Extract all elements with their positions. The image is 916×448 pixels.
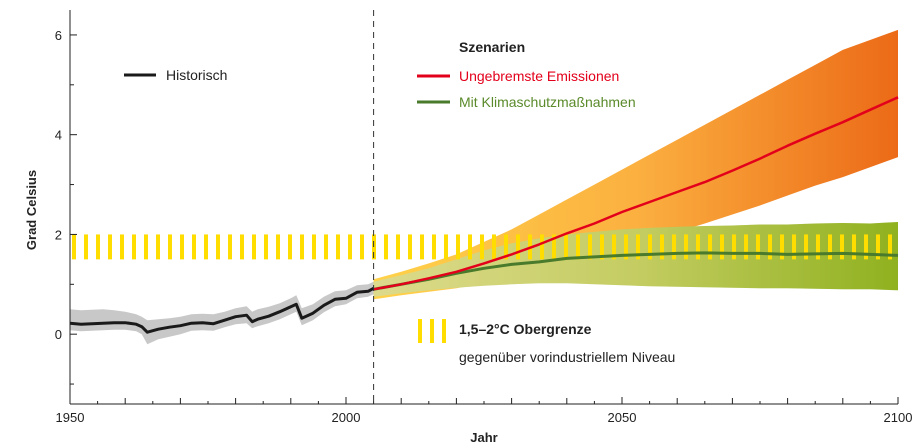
- target-band-dash: [324, 234, 328, 260]
- mitigated-range-band: [373, 222, 899, 297]
- target-band-dash: [744, 234, 748, 260]
- legend-target-subtitle: gegenüber vorindustriellem Niveau: [459, 349, 675, 365]
- target-band-dash: [276, 234, 280, 260]
- unmitigated-line: [373, 96, 899, 291]
- target-band-dash: [660, 234, 664, 260]
- target-band-dash: [768, 234, 772, 260]
- legend-unmitigated-label: Ungebremste Emissionen: [459, 68, 619, 84]
- target-band-dash: [588, 234, 592, 260]
- target-band-dash: [804, 234, 808, 260]
- historic-line: [69, 286, 375, 334]
- x-tick-label: 2000: [332, 410, 361, 425]
- target-band-dash: [120, 234, 124, 260]
- target-band-dash: [108, 234, 112, 260]
- target-band-dash: [636, 234, 640, 260]
- target-band-dash: [888, 234, 892, 260]
- target-band-dash: [540, 234, 544, 260]
- target-band-dash: [504, 234, 508, 260]
- target-band-dash: [336, 234, 340, 260]
- target-band-dash: [228, 234, 232, 260]
- x-tick-label: 2050: [608, 410, 637, 425]
- target-band-dash: [468, 234, 472, 260]
- target-band-dash: [240, 234, 244, 260]
- legend-scenario-heading: Szenarien: [459, 39, 525, 55]
- target-band-dash: [348, 234, 352, 260]
- target-band-dash: [396, 234, 400, 260]
- target-band-dash: [360, 234, 364, 260]
- target-band-dash: [816, 234, 820, 260]
- y-axis-title: Grad Celsius: [24, 170, 39, 250]
- target-band-dash: [696, 234, 700, 260]
- target-band-dash: [624, 234, 628, 260]
- target-band-dash: [300, 234, 304, 260]
- target-band-dash: [600, 234, 604, 260]
- target-band-dash: [876, 234, 880, 260]
- y-tick-label: 2: [55, 227, 62, 242]
- target-band-dash: [180, 234, 184, 260]
- unmitigated-range-band: [373, 29, 899, 300]
- target-band-dash: [792, 234, 796, 260]
- target-band-dash: [576, 234, 580, 260]
- target-band-dash: [516, 234, 520, 260]
- target-band-dash: [132, 234, 136, 260]
- target-band-dash: [756, 234, 760, 260]
- target-band-dash: [828, 234, 832, 260]
- target-band-dash: [732, 234, 736, 260]
- y-tick-label: 4: [55, 128, 62, 143]
- target-band-dash: [204, 234, 208, 260]
- target-band-dash: [708, 234, 712, 260]
- target-band-dash: [144, 234, 148, 260]
- target-band-dash: [840, 234, 844, 260]
- band-overlap-shade: [373, 222, 899, 297]
- target-band-dash: [864, 234, 868, 260]
- y-tick-label: 0: [55, 327, 62, 342]
- legend-target-swatch: [418, 319, 446, 343]
- target-band-dash: [288, 234, 292, 260]
- target-band-dash: [780, 234, 784, 260]
- x-axis-title: Jahr: [470, 430, 497, 445]
- legend-historic-label: Historisch: [166, 67, 227, 83]
- target-band-dash: [492, 234, 496, 260]
- legend: Historisch Szenarien Ungebremste Emissio…: [124, 39, 675, 365]
- target-band-dash: [408, 234, 412, 260]
- target-band-dash: [252, 234, 256, 260]
- target-band-dash: [432, 234, 436, 260]
- target-band-dash: [96, 234, 100, 260]
- target-band-dash: [384, 234, 388, 260]
- target-band-dash: [168, 234, 172, 260]
- target-band-dash: [720, 234, 724, 260]
- y-tick-label: 6: [55, 28, 62, 43]
- legend-mitigated-label: Mit Klimaschutzmaßnahmen: [459, 94, 636, 110]
- target-band-dash: [312, 234, 316, 260]
- target-band-dash: [264, 234, 268, 260]
- target-band-dash: [612, 234, 616, 260]
- target-band-dash: [852, 234, 856, 260]
- target-band-dash: [420, 234, 424, 260]
- target-band-dash: [672, 234, 676, 260]
- target-band-dash: [84, 234, 88, 260]
- target-band-dash: [72, 234, 76, 260]
- target-band-dash: [648, 234, 652, 260]
- target-band-dash: [480, 234, 484, 260]
- x-tick-label: 2100: [884, 410, 913, 425]
- target-band-dash: [564, 234, 568, 260]
- mitigated-line: [373, 251, 899, 291]
- target-band-dash: [192, 234, 196, 260]
- target-band-dash: [456, 234, 460, 260]
- x-tick-label: 1950: [56, 410, 85, 425]
- historic-range-band: [70, 281, 374, 345]
- target-band-dash: [216, 234, 220, 260]
- target-band-dash: [684, 234, 688, 260]
- target-band-dash: [444, 234, 448, 260]
- target-band-dash: [156, 234, 160, 260]
- legend-target-title: 1,5–2°C Obergrenze: [459, 321, 592, 337]
- target-band-dash: [552, 234, 556, 260]
